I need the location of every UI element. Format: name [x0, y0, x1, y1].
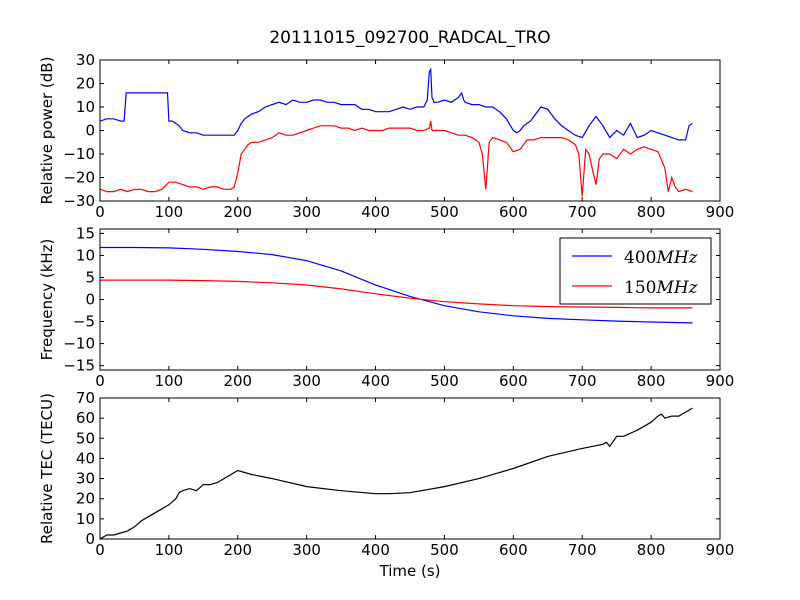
subplot-1: 0 100 200 300 400 500 600 700 800 900 −30 −20 −10 0 10… [38, 51, 734, 221]
x-tick-label: 100 [155, 541, 184, 559]
y-tick-label: 50 [76, 429, 95, 447]
x-tick-label: 300 [292, 203, 321, 221]
x-tick-label: 0 [95, 372, 105, 390]
legend-label-unit: MHz [655, 278, 698, 298]
y-tick-label: 20 [76, 75, 95, 93]
series-line-1 [100, 67, 693, 141]
legend-label-unit: MHz [655, 248, 698, 268]
legend-label: 150MHz [624, 278, 699, 298]
y-tick-label: 30 [76, 51, 95, 69]
y-tick-label: 10 [76, 98, 95, 116]
legend-label: 400MHz [624, 248, 699, 268]
y-tick-label: 30 [76, 470, 95, 488]
x-tick-label: 200 [223, 372, 252, 390]
y-tick-label: 5 [85, 268, 95, 286]
series-line-1 [100, 407, 693, 539]
x-tick-label: 200 [223, 541, 252, 559]
y-tick-label: −30 [63, 192, 95, 210]
x-tick-label: 200 [223, 203, 252, 221]
chart-title: 20111015_092700_RADCAL_TRO [269, 28, 551, 48]
x-tick-label: 400 [361, 541, 390, 559]
y-tick-label: 60 [76, 409, 95, 427]
x-tick-label: 700 [568, 541, 597, 559]
subplot-2: 0 100 200 300 400 500 600 700 800 900 −15 −10 −5 0 5 10… [38, 224, 734, 390]
x-tick-label: 500 [430, 203, 459, 221]
x-tick-label: 500 [430, 372, 459, 390]
x-tick-label: 800 [637, 372, 666, 390]
y-tick-label: 10 [76, 246, 95, 264]
y-tick-label: 0 [85, 291, 95, 309]
y-axis-label: Relative TEC (TECU) [38, 393, 56, 544]
y-tick-label: 15 [76, 224, 95, 242]
x-axis-label: Time (s) [379, 562, 441, 580]
x-tick-label: 900 [706, 203, 735, 221]
x-tick-label: 600 [499, 203, 528, 221]
legend-label-number: 150 [624, 278, 656, 298]
x-tick-label: 700 [568, 372, 597, 390]
x-tick-label: 100 [155, 203, 184, 221]
series-line-1 [100, 246, 693, 324]
x-tick-label: 0 [95, 541, 105, 559]
x-tick-label: 700 [568, 203, 597, 221]
y-tick-label: 0 [85, 530, 95, 548]
legend-label-number: 400 [624, 248, 656, 268]
x-tick-label: 900 [706, 541, 735, 559]
y-tick-label: 20 [76, 490, 95, 508]
y-tick-label: 40 [76, 449, 95, 467]
subplot-3: 0 100 200 300 400 500 600 700 800 900010203040506… [38, 389, 734, 580]
series-line-2 [100, 120, 693, 197]
y-axis-label: Frequency (kHz) [38, 239, 56, 361]
legend-frame [559, 237, 712, 305]
x-tick-label: 600 [499, 372, 528, 390]
series-line-2 [100, 279, 693, 309]
y-tick-label: −5 [73, 313, 95, 331]
x-tick-label: 600 [499, 541, 528, 559]
y-tick-label: −10 [63, 145, 95, 163]
x-tick-label: 900 [706, 372, 735, 390]
y-tick-label: 10 [76, 510, 95, 528]
x-tick-label: 800 [637, 203, 666, 221]
plot-frame [99, 397, 721, 540]
x-tick-label: 500 [430, 541, 459, 559]
x-tick-label: 0 [95, 203, 105, 221]
x-tick-label: 300 [292, 372, 321, 390]
y-tick-label: −15 [63, 357, 95, 375]
x-tick-label: 300 [292, 541, 321, 559]
y-axis-label: Relative power (dB) [38, 57, 56, 205]
y-tick-label: −20 [63, 169, 95, 187]
x-tick-label: 400 [361, 203, 390, 221]
y-tick-label: 70 [76, 389, 95, 407]
x-tick-label: 100 [155, 372, 184, 390]
y-tick-label: 0 [85, 122, 95, 140]
x-tick-label: 800 [637, 541, 666, 559]
x-tick-label: 400 [361, 372, 390, 390]
y-tick-label: −10 [63, 335, 95, 353]
